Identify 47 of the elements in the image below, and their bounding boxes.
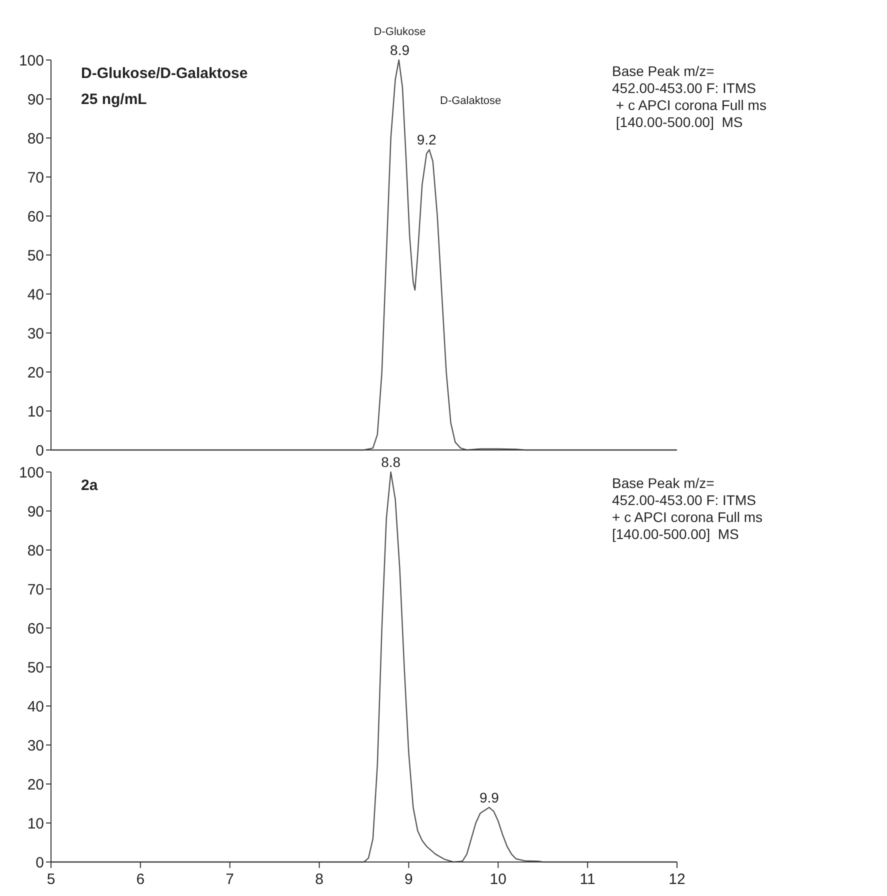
y-tick-label: 30 <box>27 737 44 754</box>
x-tick-label: 5 <box>46 871 56 888</box>
chart-title: D-Glukose/D-Galaktose <box>81 65 248 82</box>
annotation: D-Galaktose <box>440 95 502 107</box>
x-tick-label: 8 <box>315 871 324 888</box>
annotation: 9.2 <box>416 132 437 148</box>
y-tick-label: 20 <box>27 364 44 382</box>
annotation: 9.9 <box>479 789 500 806</box>
y-tick-label: 50 <box>27 659 44 676</box>
annotation: [140.00-500.00] MS <box>612 526 739 542</box>
y-tick-label: 60 <box>27 620 44 638</box>
y-tick-label: 40 <box>27 698 44 716</box>
x-tick-label: 12 <box>668 871 686 888</box>
x-tick-label: 10 <box>490 871 506 888</box>
y-tick-label: 90 <box>27 503 44 520</box>
y-tick-label: 90 <box>27 91 44 108</box>
x-tick-label: 7 <box>226 871 234 888</box>
y-tick-label: 80 <box>27 130 44 148</box>
annotation: 452.00-453.00 F: ITMS <box>612 80 756 96</box>
y-tick-label: 100 <box>18 52 44 70</box>
annotation: [140.00-500.00] MS <box>612 114 743 130</box>
annotation: Base Peak m/z= <box>612 63 714 79</box>
y-tick-label: 0 <box>36 854 44 872</box>
x-tick-label: 6 <box>136 871 145 888</box>
y-tick-label: 10 <box>27 403 44 420</box>
annotation: 8.8 <box>381 454 401 470</box>
y-tick-label: 70 <box>27 169 44 186</box>
text: 25 ng/mL <box>81 91 147 108</box>
y-tick-label: 50 <box>27 247 44 264</box>
y-tick-label: 60 <box>27 208 44 226</box>
y-tick-label: 80 <box>27 542 44 560</box>
y-tick-label: 70 <box>27 581 44 598</box>
annotation: Base Peak m/z= <box>612 475 714 491</box>
y-tick-label: 10 <box>27 815 44 832</box>
x-tick-label: 9 <box>404 871 413 888</box>
annotation: 8.9 <box>390 42 410 58</box>
x-tick-label: 11 <box>580 871 596 888</box>
y-tick-label: 30 <box>27 325 44 342</box>
y-tick-label: 20 <box>27 776 44 794</box>
y-tick-label: 100 <box>18 464 44 482</box>
annotation: + c APCI corona Full ms <box>612 97 766 113</box>
annotation: + c APCI corona Full ms <box>612 509 763 525</box>
y-tick-label: 40 <box>27 286 44 304</box>
chart-title: 2a <box>81 477 98 494</box>
annotation: D-Glukose <box>374 26 426 38</box>
y-tick-label: 0 <box>36 442 44 460</box>
annotation: 452.00-453.00 F: ITMS <box>612 492 756 508</box>
